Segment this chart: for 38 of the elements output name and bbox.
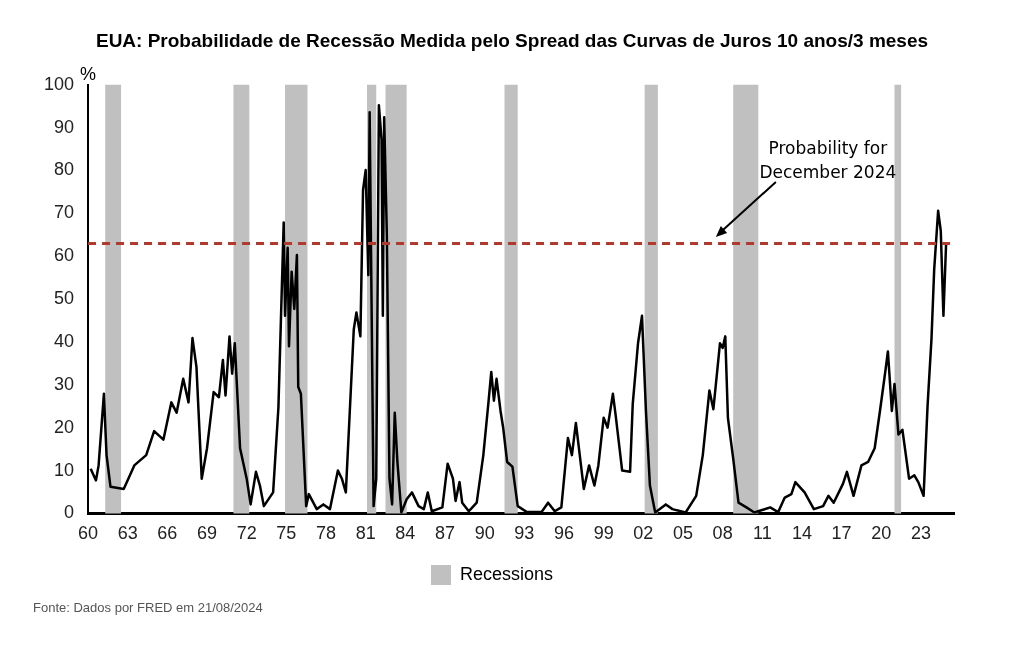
x-tick-label: 96 xyxy=(553,523,574,544)
x-tick-label: 02 xyxy=(633,523,654,544)
x-tick-label: 84 xyxy=(395,523,416,544)
y-tick-label: 70 xyxy=(54,202,75,223)
x-tick-label: 93 xyxy=(514,523,535,544)
x-tick-label: 11 xyxy=(752,523,772,544)
y-tick-label: 0 xyxy=(64,502,75,523)
y-tick-label: 60 xyxy=(54,245,75,266)
annotation: Probability for December 2024 xyxy=(759,138,897,183)
x-tick-label: 17 xyxy=(831,523,852,544)
source-note: Fonte: Dados por FRED em 21/08/2024 xyxy=(33,600,263,615)
y-tick-label: 100 xyxy=(43,73,75,94)
x-tick-label: 05 xyxy=(672,523,693,544)
y-tick-label: 40 xyxy=(54,330,75,351)
y-tick-label: 30 xyxy=(54,373,75,394)
chart-title: EUA: Probabilidade de Recessão Medida pelo Spread das Curvas de Juros 10 anos/3 meses xyxy=(94,30,930,52)
x-tick-label: 75 xyxy=(276,523,297,544)
x-tick-label: 14 xyxy=(791,523,812,544)
legend-label: Recessions xyxy=(459,563,554,584)
x-tick-label: 81 xyxy=(355,523,376,544)
x-tick-label: 63 xyxy=(117,523,138,544)
y-tick-label: 20 xyxy=(54,416,75,437)
x-tick-label: 60 xyxy=(78,523,99,544)
x-tick-label: 87 xyxy=(434,523,456,544)
x-tick-label: 66 xyxy=(157,523,178,544)
x-tick-label: 99 xyxy=(593,523,614,544)
y-tick-label: 80 xyxy=(54,159,75,180)
y-tick-label: 50 xyxy=(54,288,75,309)
x-tick-label: 90 xyxy=(474,523,495,544)
x-tick-label: 72 xyxy=(236,523,257,544)
x-tick-label: 69 xyxy=(197,523,218,544)
x-tick-label: 78 xyxy=(315,523,337,544)
y-tick-label: 90 xyxy=(54,116,75,137)
y-axis-title: % xyxy=(80,63,97,84)
x-tick-label: 08 xyxy=(712,523,733,544)
x-tick-label: 20 xyxy=(871,523,892,544)
y-tick-label: 10 xyxy=(54,459,75,480)
x-tick-label: 23 xyxy=(910,523,931,544)
